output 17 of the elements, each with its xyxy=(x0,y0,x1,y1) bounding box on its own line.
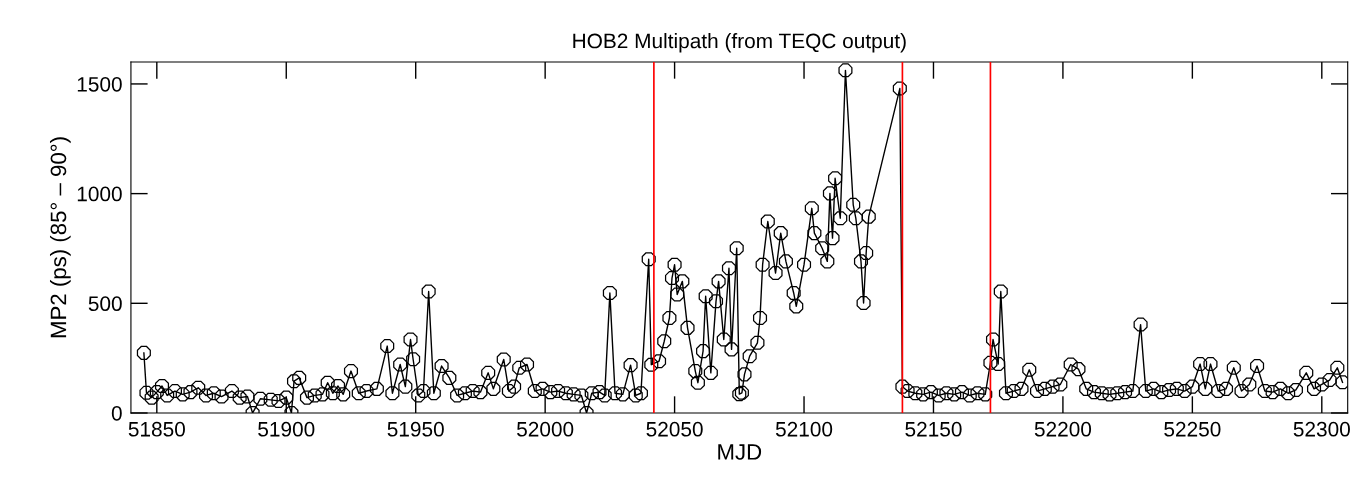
x-axis-title: MJD xyxy=(718,444,762,460)
y-tick-label: 500 xyxy=(88,296,122,312)
x-tick-label: 52300 xyxy=(1293,421,1350,437)
x-tick-label: 52150 xyxy=(905,421,962,437)
x-tick-label: 51950 xyxy=(387,421,444,437)
x-tick-label: 52250 xyxy=(1164,421,1221,437)
y-axis-title: MP2 (ps) (85° – 90°) xyxy=(49,137,71,338)
x-tick-label: 51900 xyxy=(258,421,315,437)
x-tick-label: 52000 xyxy=(517,421,574,437)
y-tick-label: 1500 xyxy=(77,76,122,92)
y-tick-label: 1000 xyxy=(77,186,122,202)
y-tick-label: 0 xyxy=(111,405,122,421)
x-tick-label: 52100 xyxy=(775,421,833,437)
chart-title: HOB2 Multipath (from TEQC output) xyxy=(573,33,906,53)
x-tick-label: 52200 xyxy=(1034,421,1092,437)
x-tick-label: 52050 xyxy=(646,421,703,437)
x-tick-label: 51850 xyxy=(128,421,185,437)
